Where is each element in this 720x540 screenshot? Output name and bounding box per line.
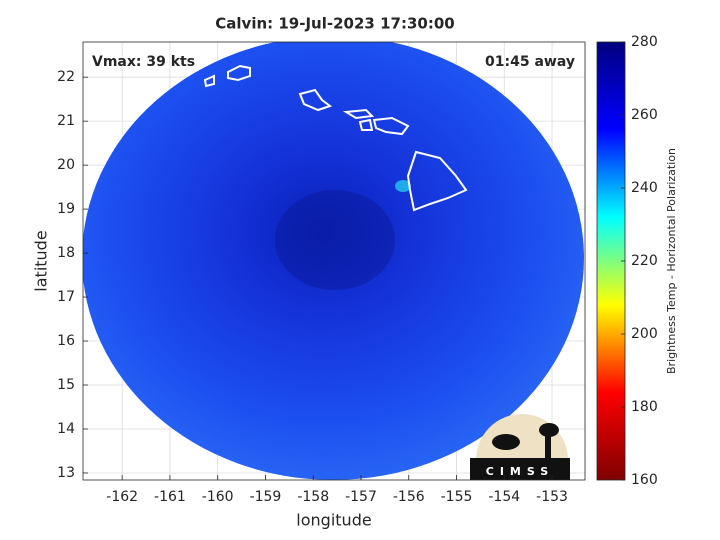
colorbar-tick-label: 160 xyxy=(631,472,658,488)
x-axis-label: longitude xyxy=(296,511,371,530)
y-tick-label: 16 xyxy=(57,333,75,349)
x-tick-label: -157 xyxy=(345,489,377,505)
colorbar-tick-label: 280 xyxy=(631,34,658,50)
x-tick-label: -154 xyxy=(488,489,520,505)
plot-frame xyxy=(82,41,586,481)
y-tick-label: 20 xyxy=(57,157,75,173)
x-tick-label: -160 xyxy=(202,489,234,505)
colorbar-tick-label: 260 xyxy=(631,107,658,123)
y-axis-label: latitude xyxy=(32,230,51,291)
logo-text: CIMSS xyxy=(486,465,554,478)
colorbar-tick-label: 240 xyxy=(631,180,658,196)
y-tick-label: 14 xyxy=(57,421,75,437)
annotation: 01:45 away xyxy=(485,54,575,70)
annotation: Vmax: 39 kts xyxy=(92,54,195,70)
coastlines xyxy=(203,64,468,212)
storm-core xyxy=(275,190,395,290)
x-tick-label: -156 xyxy=(393,489,425,505)
colorbar-tick-label: 180 xyxy=(631,399,658,415)
x-tick-label: -155 xyxy=(441,489,473,505)
x-tick-label: -162 xyxy=(106,489,138,505)
y-tick-label: 15 xyxy=(57,377,75,393)
x-tick-label: -158 xyxy=(297,489,329,505)
swath-image: CIMSS xyxy=(83,42,584,480)
y-tick-label: 22 xyxy=(57,69,75,85)
y-tick-label: 13 xyxy=(57,465,75,481)
x-tick-label: -161 xyxy=(154,489,186,505)
colorbar xyxy=(596,41,626,481)
warm-spot xyxy=(395,180,411,192)
cimss-logo: CIMSS xyxy=(470,414,570,480)
colorbar-tick-label: 220 xyxy=(631,253,658,269)
y-tick-label: 19 xyxy=(57,201,75,217)
y-tick-label: 21 xyxy=(57,113,75,129)
colorbar-label: Brightness Temp - Horizontal Polarizatio… xyxy=(665,148,678,374)
x-tick-label: -159 xyxy=(250,489,282,505)
x-tick-label: -153 xyxy=(536,489,568,505)
chart-title: Calvin: 19-Jul-2023 17:30:00 xyxy=(215,15,454,33)
y-tick-label: 18 xyxy=(57,245,75,261)
colorbar-tick-label: 200 xyxy=(631,326,658,342)
y-tick-label: 17 xyxy=(57,289,75,305)
